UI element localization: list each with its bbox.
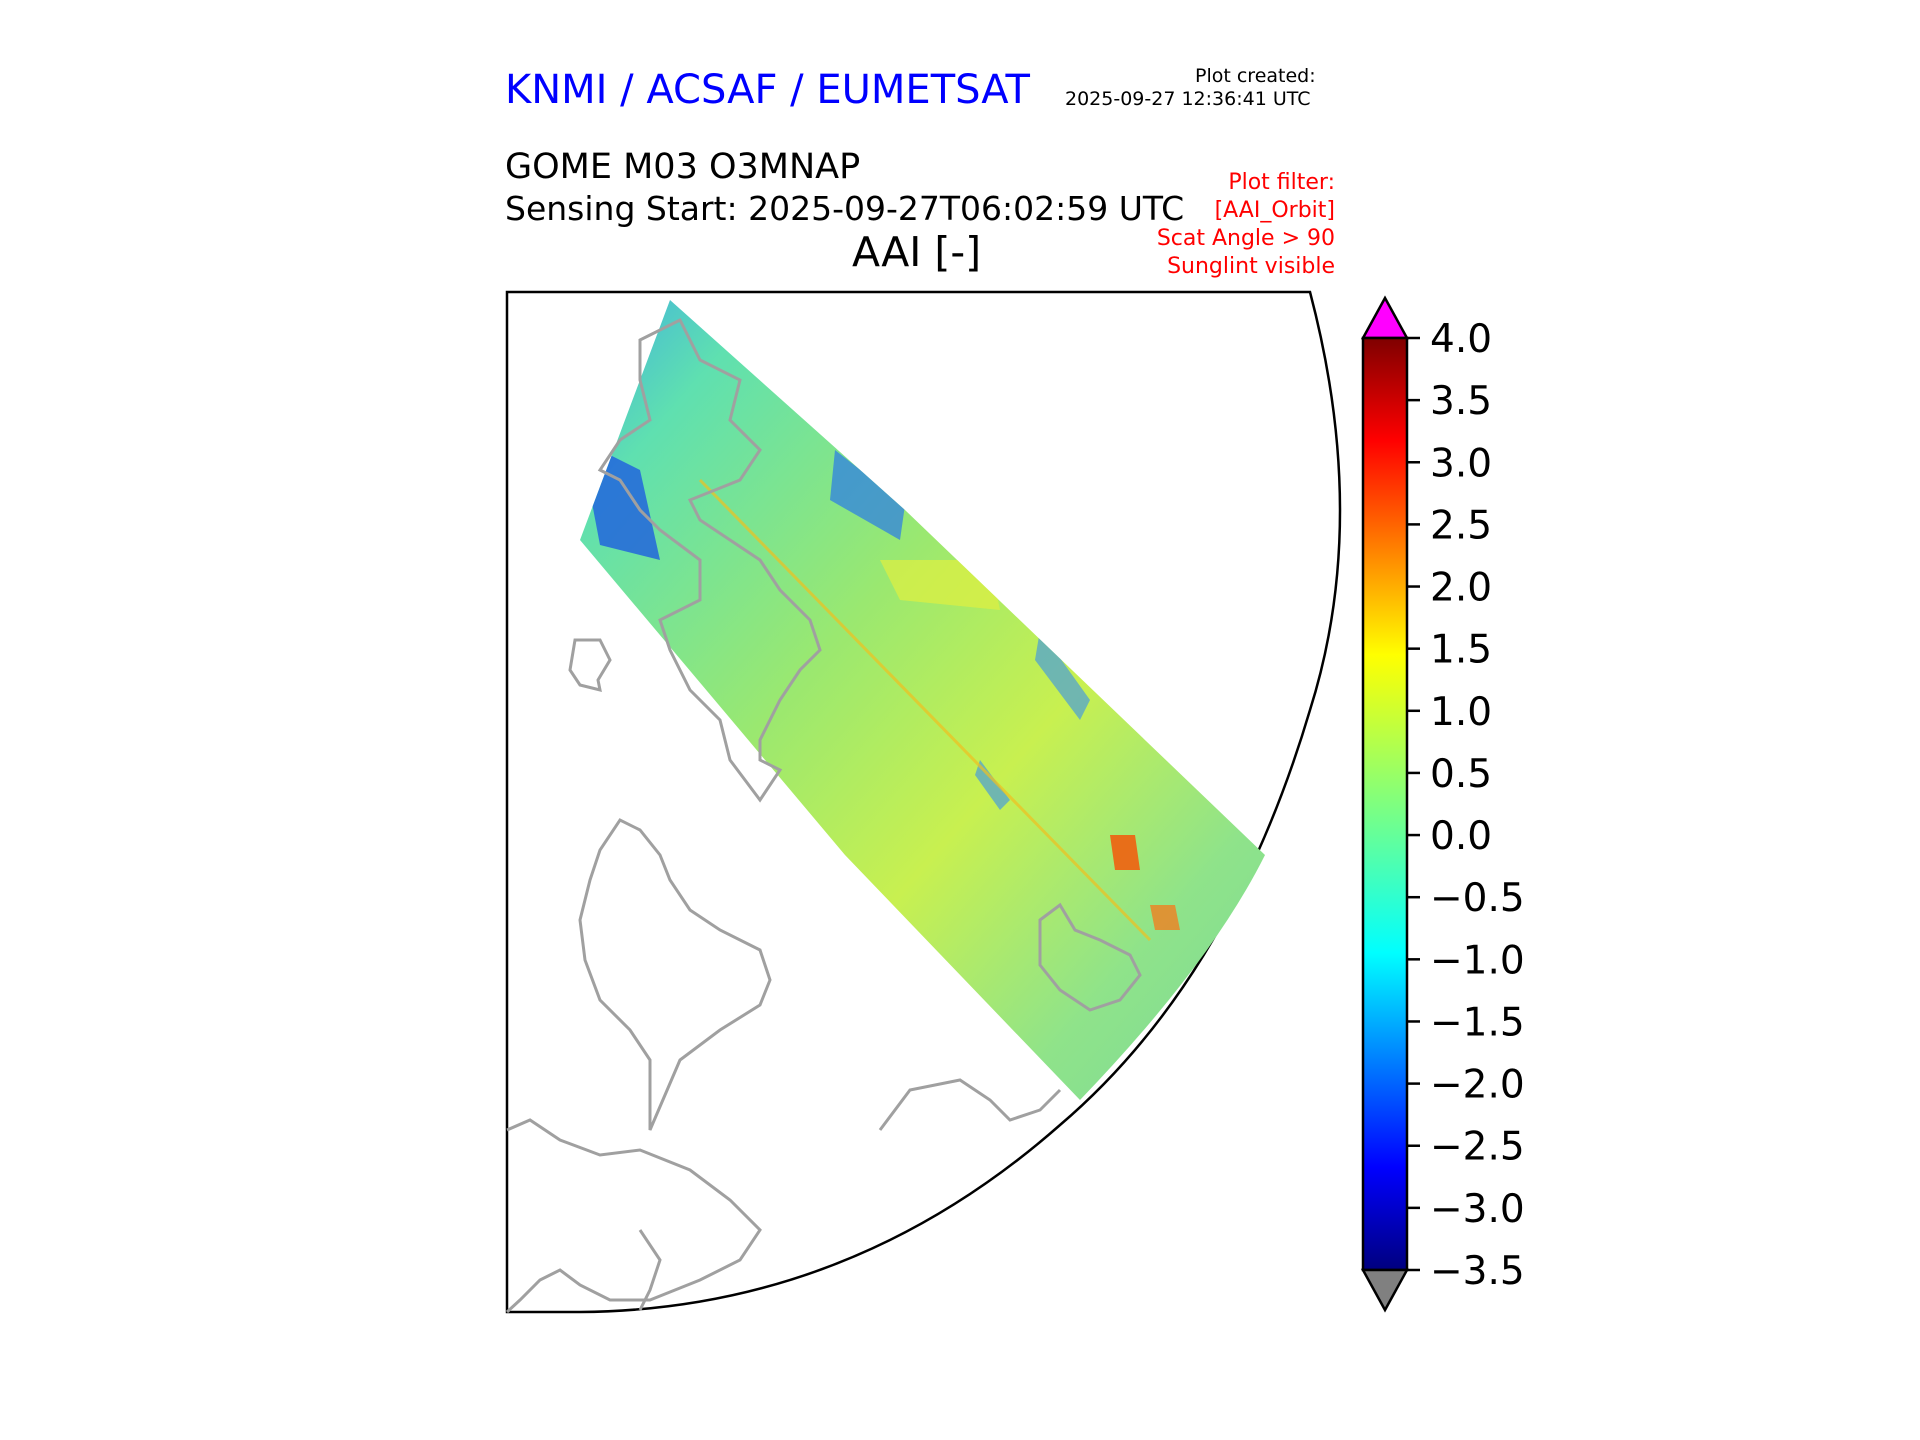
colorbar-over-triangle xyxy=(1360,295,1410,340)
colorbar-tick-label: −3.5 xyxy=(1430,1249,1525,1294)
filter-sunglint: Sunglint visible xyxy=(1167,254,1335,279)
coastline-iceland xyxy=(568,638,612,693)
colorbar-under-triangle xyxy=(1360,1268,1410,1313)
brand-title: KNMI / ACSAF / EUMETSAT xyxy=(505,67,1030,113)
coastline-svalbard xyxy=(1038,902,1142,1012)
colorbar-gradient xyxy=(1361,336,1409,1272)
product-title: GOME M03 O3MNAP xyxy=(505,147,861,187)
colorbar-tick-label: −2.5 xyxy=(1430,1125,1525,1170)
colorbar-tick-label: 1.5 xyxy=(1430,628,1492,673)
coastline-europe xyxy=(505,1118,762,1314)
coastline-greenland xyxy=(597,317,822,803)
plot-created-time: 2025-09-27 12:36:41 UTC xyxy=(1065,88,1311,110)
colorbar-tick-label: −2.0 xyxy=(1430,1063,1525,1108)
coastline-russia xyxy=(878,1078,1062,1131)
colorbar-tick-label: 1.0 xyxy=(1430,690,1492,735)
colorbar-tick-label: −0.5 xyxy=(1430,876,1525,921)
colorbar-tick-label: −1.5 xyxy=(1430,1000,1525,1045)
colorbar-tick-label: 2.5 xyxy=(1430,503,1492,548)
colorbar: 4.0 3.5 3.0 2.5 2.0 1.5 1.0 0.5 0.0 −0.5 −1.0 −1.5 −… xyxy=(1360,295,1525,1313)
colorbar-tick-label: 0.5 xyxy=(1430,752,1492,797)
colorbar-tick-label: 3.0 xyxy=(1430,441,1492,486)
variable-title: AAI [-] xyxy=(852,228,982,276)
colorbar-tick-label: 0.0 xyxy=(1430,814,1492,859)
filter-label: Plot filter: xyxy=(1228,170,1335,195)
plot-created-label: Plot created: xyxy=(1195,65,1316,87)
sensing-start: Sensing Start: 2025-09-27T06:02:59 UTC xyxy=(505,189,1185,228)
colorbar-tick-label: 3.5 xyxy=(1430,379,1492,424)
colorbar-tick-label: −3.0 xyxy=(1430,1187,1525,1232)
filter-name: [AAI_Orbit] xyxy=(1214,198,1335,223)
coastline-italy xyxy=(638,1229,662,1311)
colorbar-tick-label: −1.0 xyxy=(1430,938,1525,983)
colorbar-tick-label: 4.0 xyxy=(1430,317,1492,362)
coastlines xyxy=(505,317,1142,1314)
colorbar-tick-label: 2.0 xyxy=(1430,566,1492,611)
coastline-scandinavia xyxy=(578,818,772,1131)
filter-scat-angle: Scat Angle > 90 xyxy=(1156,226,1335,251)
